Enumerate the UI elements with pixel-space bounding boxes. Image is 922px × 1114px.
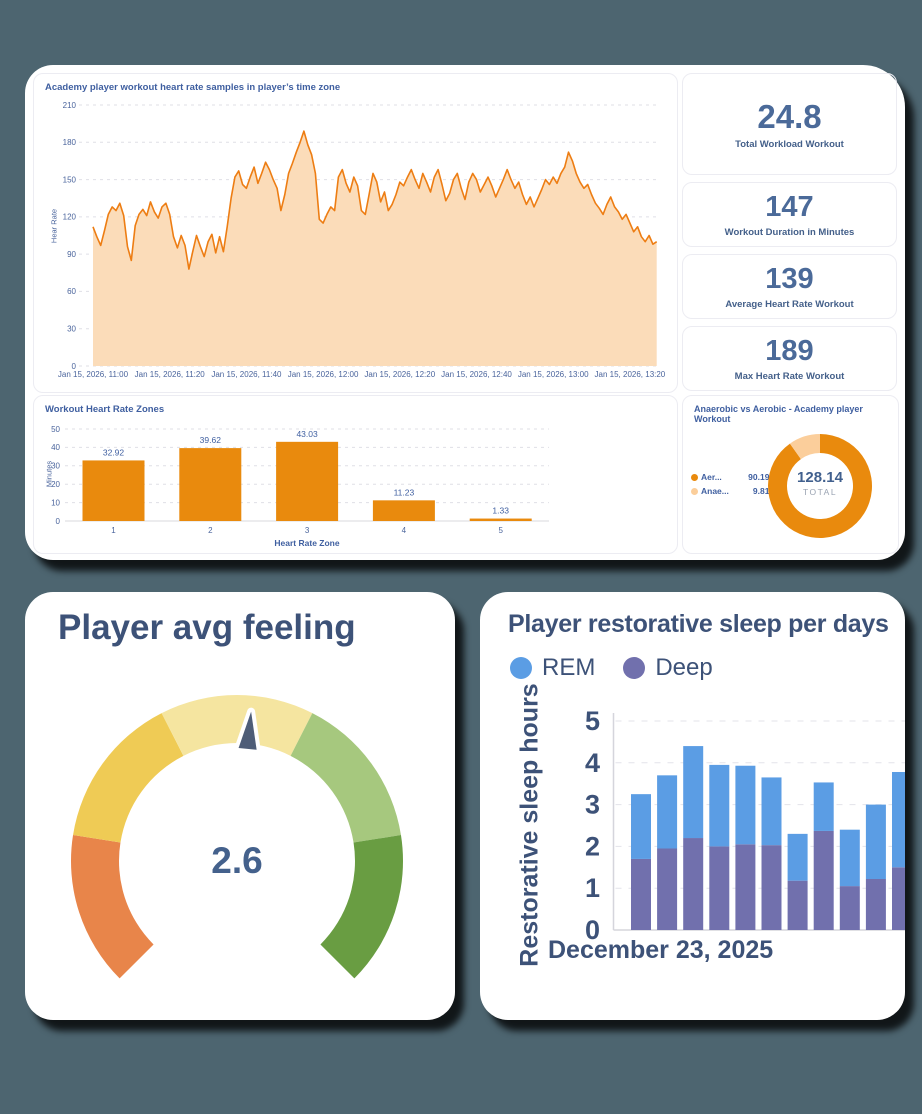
svg-text:4: 4 (585, 748, 600, 778)
anaerobic-aerobic-panel: Anaerobic vs Aerobic - Academy player Wo… (682, 395, 899, 554)
svg-text:90: 90 (67, 250, 76, 259)
donut-chart-title: Anaerobic vs Aerobic - Academy player Wo… (694, 404, 863, 424)
stat-workout-duration: 147 Workout Duration in Minutes (682, 182, 897, 247)
svg-text:2: 2 (208, 526, 213, 535)
donut-center: 128.14 TOTAL (775, 469, 865, 497)
svg-text:2: 2 (585, 831, 600, 861)
svg-text:1: 1 (111, 526, 116, 535)
svg-text:120: 120 (63, 213, 77, 222)
svg-text:3: 3 (305, 526, 310, 535)
heart-rate-chart-panel: Academy player workout heart rate sample… (33, 73, 678, 393)
stat-label: Total Workload Workout (735, 139, 844, 150)
donut-legend: Aer... 90.19% Anae... 9.81% (691, 472, 777, 500)
svg-text:39.62: 39.62 (200, 435, 222, 445)
svg-text:0: 0 (585, 915, 600, 945)
rem-dot-icon (510, 657, 532, 679)
stat-label: Workout Duration in Minutes (724, 227, 855, 238)
legend-item-rem: REM (510, 654, 595, 682)
svg-text:11.23: 11.23 (394, 487, 415, 497)
svg-text:60: 60 (67, 287, 76, 296)
zones-x-axis-label: Heart Rate Zone (274, 538, 340, 548)
stat-max-heart-rate: 189 Max Heart Rate Workout (682, 326, 897, 391)
svg-text:10: 10 (51, 498, 60, 507)
stat-value: 139 (765, 263, 814, 295)
stat-value: 24.8 (757, 98, 822, 135)
svg-text:30: 30 (67, 325, 76, 334)
legend-item-aerobic: Aer... 90.19% (691, 472, 777, 482)
svg-text:0: 0 (56, 517, 61, 526)
stat-value: 147 (765, 191, 814, 223)
svg-text:Jan 15, 2026, 11:40: Jan 15, 2026, 11:40 (211, 370, 282, 379)
stat-label: Average Heart Rate Workout (725, 299, 854, 310)
zones-chart-title: Workout Heart Rate Zones (45, 404, 165, 415)
workout-dashboard-card: Academy player workout heart rate sample… (25, 65, 905, 560)
svg-text:20: 20 (51, 480, 60, 489)
legend-label: REM (542, 654, 596, 681)
sleep-chart-title: Player restorative sleep per days (508, 610, 889, 638)
gauge-title: Player avg feeling (58, 608, 356, 647)
heart-rate-chart-title: Academy player workout heart rate sample… (45, 82, 341, 93)
anaerobic-dot-icon (691, 487, 698, 495)
svg-text:40: 40 (51, 443, 60, 452)
svg-text:Jan 15, 2026, 12:20: Jan 15, 2026, 12:20 (364, 370, 435, 379)
stat-average-heart-rate: 139 Average Heart Rate Workout (682, 254, 897, 319)
svg-text:30: 30 (51, 462, 60, 471)
svg-text:4: 4 (402, 526, 407, 535)
svg-text:5: 5 (585, 706, 600, 736)
svg-text:Jan 15, 2026, 12:00: Jan 15, 2026, 12:00 (288, 370, 359, 379)
legend-label: Aer... (701, 472, 722, 482)
svg-text:50: 50 (51, 425, 60, 434)
legend-label: Deep (655, 654, 713, 681)
svg-text:Jan 15, 2026, 11:20: Jan 15, 2026, 11:20 (135, 370, 206, 379)
svg-text:3: 3 (585, 790, 600, 820)
svg-text:150: 150 (63, 175, 77, 184)
stat-total-workload: 24.8 Total Workload Workout (682, 73, 897, 175)
svg-text:5: 5 (498, 526, 503, 535)
svg-text:43.03: 43.03 (296, 429, 318, 439)
aerobic-dot-icon (691, 473, 698, 481)
restorative-sleep-stacked-bar-chart: 0 1 2 3 4 5 (585, 706, 905, 945)
donut-total-value: 128.14 (797, 469, 843, 486)
deep-dot-icon (623, 657, 646, 679)
svg-text:32.92: 32.92 (103, 447, 125, 457)
svg-text:0: 0 (72, 362, 77, 371)
legend-pct: 9.81% (752, 486, 777, 496)
svg-text:Jan 15, 2026, 13:20: Jan 15, 2026, 13:20 (595, 370, 666, 379)
stat-label: Max Heart Rate Workout (734, 371, 845, 382)
svg-text:Jan 15, 2026, 12:40: Jan 15, 2026, 12:40 (441, 370, 512, 379)
gauge-value: 2.6 (211, 840, 263, 881)
anaerobic-aerobic-donut-chart (768, 434, 872, 538)
sleep-x-axis-date: December 23, 2025 (548, 936, 774, 964)
sleep-legend: REM Deep (510, 654, 713, 682)
svg-text:1.33: 1.33 (492, 506, 509, 516)
legend-item-anaerobic: Anae... 9.81% (691, 486, 777, 496)
legend-pct: 90.19% (748, 472, 777, 482)
heart-rate-zones-bar-chart: 0 10 20 30 40 50 32.92 1 39.62 2 43.03 3 11.23 4 1.33 5 (51, 425, 549, 535)
workout-stats-column: 24.8 Total Workload Workout 147 Workout … (682, 73, 897, 391)
restorative-sleep-card: Player restorative sleep per days REM De… (480, 592, 905, 1020)
donut-total-label: TOTAL (802, 487, 838, 497)
avg-feeling-gauge (71, 695, 403, 979)
legend-label: Anae... (701, 486, 729, 496)
svg-text:1: 1 (585, 873, 600, 903)
svg-text:180: 180 (63, 138, 77, 147)
avg-feeling-card: Player avg feeling 2.6 (25, 592, 455, 1020)
svg-text:210: 210 (63, 101, 77, 110)
legend-item-deep: Deep (623, 654, 713, 682)
heart-rate-zones-panel: Workout Heart Rate Zones Minutes 0 10 20 30… (33, 395, 678, 554)
svg-text:Jan 15, 2026, 13:00: Jan 15, 2026, 13:00 (518, 370, 589, 379)
svg-text:Jan 15, 2026, 11:00: Jan 15, 2026, 11:00 (58, 370, 129, 379)
stat-value: 189 (765, 335, 814, 367)
